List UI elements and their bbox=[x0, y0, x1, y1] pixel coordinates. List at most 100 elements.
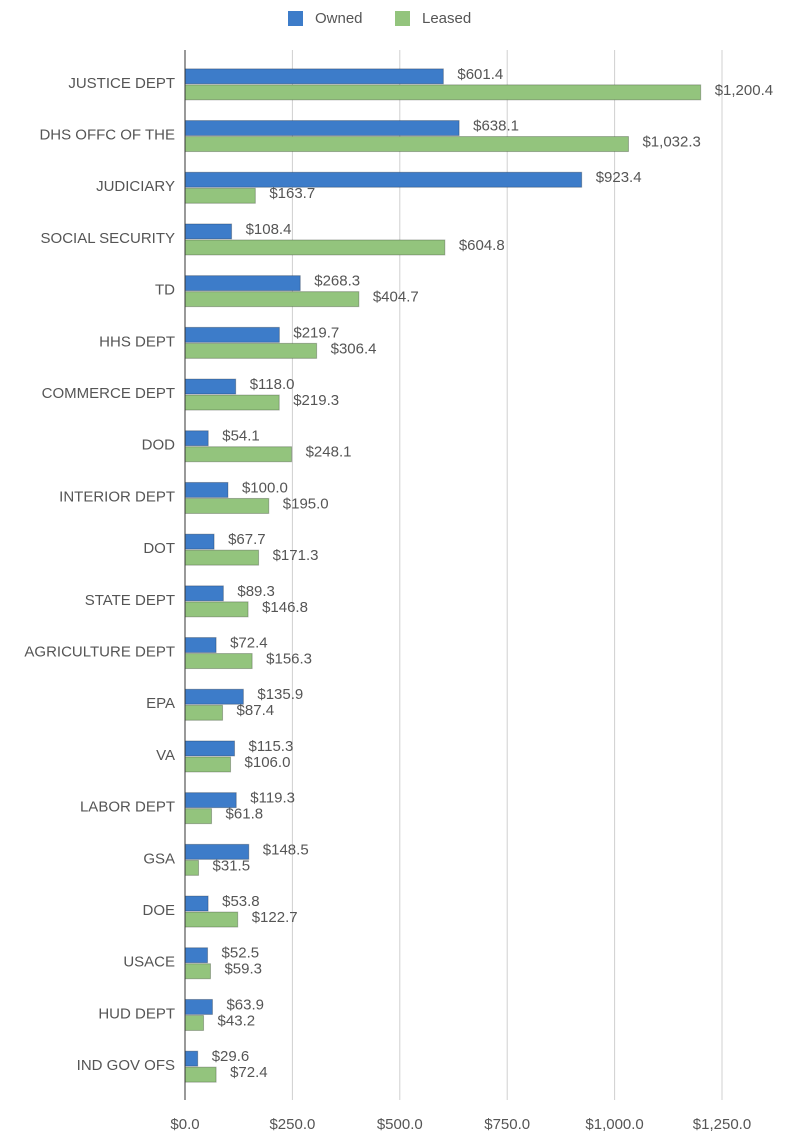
y-tick-label: USACE bbox=[123, 954, 175, 971]
value-label: $72.4 bbox=[230, 1064, 268, 1081]
bar bbox=[184, 756, 232, 773]
bar bbox=[184, 688, 244, 705]
value-label: $67.7 bbox=[228, 531, 266, 548]
bar bbox=[184, 378, 237, 395]
bar bbox=[184, 430, 209, 447]
value-label: $106.0 bbox=[245, 754, 291, 771]
bar bbox=[184, 223, 233, 240]
bar bbox=[184, 859, 200, 876]
bar bbox=[184, 187, 256, 204]
legend-label: Owned bbox=[315, 10, 363, 27]
value-label: $146.8 bbox=[262, 599, 308, 616]
value-label: $29.6 bbox=[212, 1048, 250, 1065]
value-label: $1,200.4 bbox=[715, 82, 773, 99]
y-tick-label: JUDICIARY bbox=[96, 178, 175, 195]
value-label: $119.3 bbox=[250, 790, 295, 807]
value-label: $108.4 bbox=[246, 221, 292, 238]
y-tick-label: COMMERCE DEPT bbox=[42, 385, 175, 402]
bar bbox=[184, 637, 217, 654]
bar bbox=[184, 549, 260, 566]
legend-swatch bbox=[395, 11, 410, 26]
value-label: $638.1 bbox=[473, 118, 519, 135]
x-tick-label: $0.0 bbox=[170, 1116, 199, 1133]
value-label: $118.0 bbox=[250, 376, 295, 393]
value-label: $1,032.3 bbox=[642, 134, 700, 151]
bar bbox=[184, 120, 460, 137]
bar bbox=[184, 808, 213, 825]
bar bbox=[184, 740, 236, 757]
bar bbox=[184, 342, 318, 359]
y-tick-label: DOD bbox=[142, 437, 176, 454]
value-label: $31.5 bbox=[213, 857, 251, 874]
y-tick-label: IND GOV OFS bbox=[77, 1057, 175, 1074]
y-tick-label: HHS DEPT bbox=[99, 333, 175, 350]
bar bbox=[184, 136, 629, 153]
bar bbox=[184, 1014, 205, 1031]
bar bbox=[184, 394, 280, 411]
bar bbox=[184, 275, 301, 292]
bar bbox=[184, 947, 209, 964]
value-label: $306.4 bbox=[331, 340, 377, 357]
x-tick-label: $1,000.0 bbox=[585, 1116, 643, 1133]
bar bbox=[184, 326, 280, 343]
legend-label: Leased bbox=[422, 10, 471, 27]
value-label: $156.3 bbox=[266, 651, 312, 668]
value-label: $248.1 bbox=[306, 444, 352, 461]
bar bbox=[184, 533, 215, 550]
value-label: $195.0 bbox=[283, 495, 329, 512]
y-tick-label: STATE DEPT bbox=[85, 592, 175, 609]
y-tick-label: AGRICULTURE DEPT bbox=[24, 644, 175, 661]
x-tick-label: $1,250.0 bbox=[693, 1116, 751, 1133]
y-tick-label: TD bbox=[155, 282, 175, 299]
value-label: $100.0 bbox=[242, 479, 288, 496]
value-label: $135.9 bbox=[257, 686, 303, 703]
y-tick-label: VA bbox=[156, 747, 175, 764]
bar bbox=[184, 481, 229, 498]
y-tick-label: DHS OFFC OF THE bbox=[39, 127, 175, 144]
bar bbox=[184, 239, 446, 256]
value-label: $59.3 bbox=[224, 961, 262, 978]
bar bbox=[184, 291, 360, 308]
value-label: $171.3 bbox=[273, 547, 319, 564]
bar bbox=[184, 1066, 217, 1083]
value-label: $53.8 bbox=[222, 893, 260, 910]
legend-swatch bbox=[288, 11, 303, 26]
bar bbox=[184, 1050, 199, 1067]
value-label: $63.9 bbox=[226, 996, 264, 1013]
value-label: $604.8 bbox=[459, 237, 505, 254]
y-tick-label: DOT bbox=[143, 540, 175, 557]
value-label: $61.8 bbox=[226, 806, 264, 823]
bar bbox=[184, 446, 293, 463]
value-label: $54.1 bbox=[222, 428, 260, 445]
bar bbox=[184, 171, 583, 188]
x-tick-label: $250.0 bbox=[269, 1116, 315, 1133]
bar bbox=[184, 911, 239, 928]
bar bbox=[184, 84, 702, 101]
value-label: $163.7 bbox=[269, 185, 315, 202]
x-tick-label: $750.0 bbox=[484, 1116, 530, 1133]
y-tick-label: LABOR DEPT bbox=[80, 799, 175, 816]
y-tick-label: DOE bbox=[142, 902, 175, 919]
bar bbox=[184, 963, 211, 980]
value-label: $404.7 bbox=[373, 289, 419, 306]
value-label: $89.3 bbox=[237, 583, 275, 600]
bar bbox=[184, 497, 270, 514]
bar bbox=[184, 704, 224, 721]
value-label: $122.7 bbox=[252, 909, 298, 926]
bar bbox=[184, 585, 224, 602]
y-tick-label: HUD DEPT bbox=[98, 1005, 175, 1022]
value-label: $219.7 bbox=[293, 324, 339, 341]
y-tick-label: SOCIAL SECURITY bbox=[41, 230, 175, 247]
value-label: $72.4 bbox=[230, 635, 268, 652]
value-label: $923.4 bbox=[596, 169, 642, 186]
bar bbox=[184, 653, 253, 670]
value-label: $115.3 bbox=[249, 738, 294, 755]
y-tick-label: GSA bbox=[143, 850, 175, 867]
value-label: $52.5 bbox=[222, 945, 260, 962]
value-label: $601.4 bbox=[457, 66, 503, 83]
y-tick-label: INTERIOR DEPT bbox=[59, 488, 175, 505]
bar bbox=[184, 895, 209, 912]
value-label: $268.3 bbox=[314, 273, 360, 290]
bar bbox=[184, 998, 213, 1015]
